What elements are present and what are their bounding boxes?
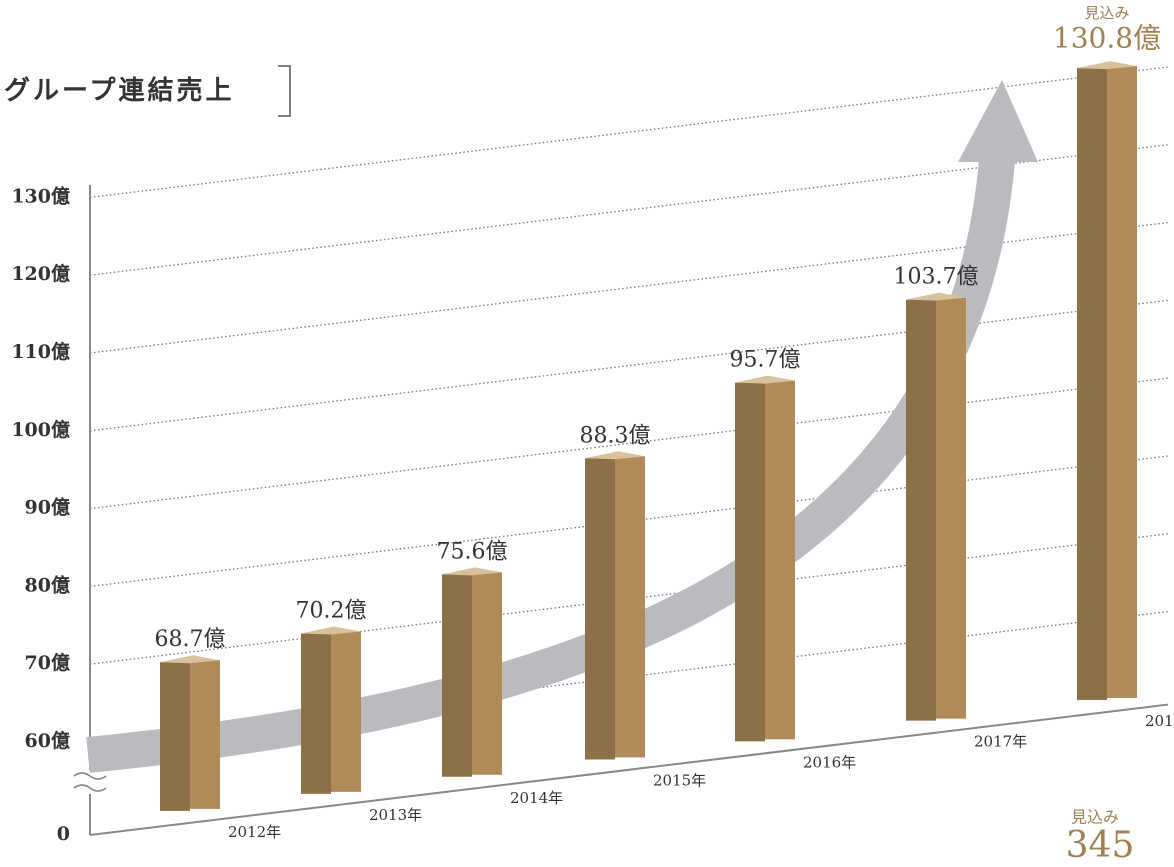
value-label: 88.3億 <box>580 423 651 448</box>
value-label: 95.7億 <box>730 348 801 373</box>
value-label: 75.6億 <box>437 539 508 564</box>
bar <box>442 574 472 777</box>
grid-line <box>89 299 1169 432</box>
grid-line <box>89 377 1169 510</box>
bar <box>301 633 331 794</box>
bar-side <box>765 380 795 740</box>
value-label: 103.7億 <box>894 265 979 290</box>
bar-top <box>735 375 795 384</box>
bar <box>160 662 190 811</box>
bottom-note-value: 345 <box>1066 825 1135 866</box>
bar-side <box>472 572 502 775</box>
bar <box>1077 68 1107 700</box>
x-tick-label: 2018年 <box>1145 712 1174 730</box>
arrow-head <box>958 80 1038 162</box>
bar-side <box>1107 66 1137 698</box>
bar-top <box>1077 61 1137 70</box>
title-bracket <box>278 65 291 117</box>
y-tick-label: 120億 <box>11 262 70 285</box>
forecast-note: 見込み <box>1084 4 1129 22</box>
bar-top <box>442 567 502 576</box>
x-tick-label: 2014年 <box>510 789 563 807</box>
bar <box>585 458 615 760</box>
arrow-body <box>86 158 1015 773</box>
x-tick-label: 2016年 <box>803 753 856 771</box>
x-tick-label: 2017年 <box>974 733 1027 751</box>
x-tick-label: 2013年 <box>369 806 422 824</box>
x-tick-label: 2012年 <box>228 823 281 841</box>
bar-side <box>331 631 361 792</box>
bar-top <box>160 655 220 664</box>
y-tick-label: 90億 <box>25 496 70 519</box>
grid-line <box>89 455 1169 588</box>
bar-top <box>906 292 966 301</box>
grid-line <box>89 533 1169 665</box>
bar-top <box>585 451 645 460</box>
value-label: 130.8億 <box>1053 22 1161 55</box>
y-tick-label: 100億 <box>11 418 70 441</box>
bar <box>906 299 936 721</box>
y-tick-label: 70億 <box>25 651 70 674</box>
x-tick-label: 2015年 <box>653 771 706 789</box>
value-label: 68.7億 <box>155 627 226 652</box>
bar-side <box>190 660 220 809</box>
y-tick-label: 60億 <box>25 729 70 752</box>
growth-arrow <box>86 80 1038 773</box>
y-tick-label: 110億 <box>11 340 70 363</box>
grid-line <box>89 221 1169 354</box>
grid-line <box>89 66 1169 199</box>
chart-title: グループ連結売上 <box>4 75 234 106</box>
value-label: 70.2億 <box>296 598 367 623</box>
bar-side <box>615 456 645 758</box>
bar-top <box>301 626 361 635</box>
axis-break <box>73 772 107 792</box>
y-tick-label: 80億 <box>25 573 70 596</box>
bar <box>735 382 765 742</box>
bottom-note-label: 見込み <box>1071 808 1119 827</box>
bar-side <box>936 297 966 719</box>
y-tick-label: 0 <box>57 823 70 845</box>
baseline <box>89 703 1169 836</box>
y-tick-label: 130億 <box>11 184 70 207</box>
